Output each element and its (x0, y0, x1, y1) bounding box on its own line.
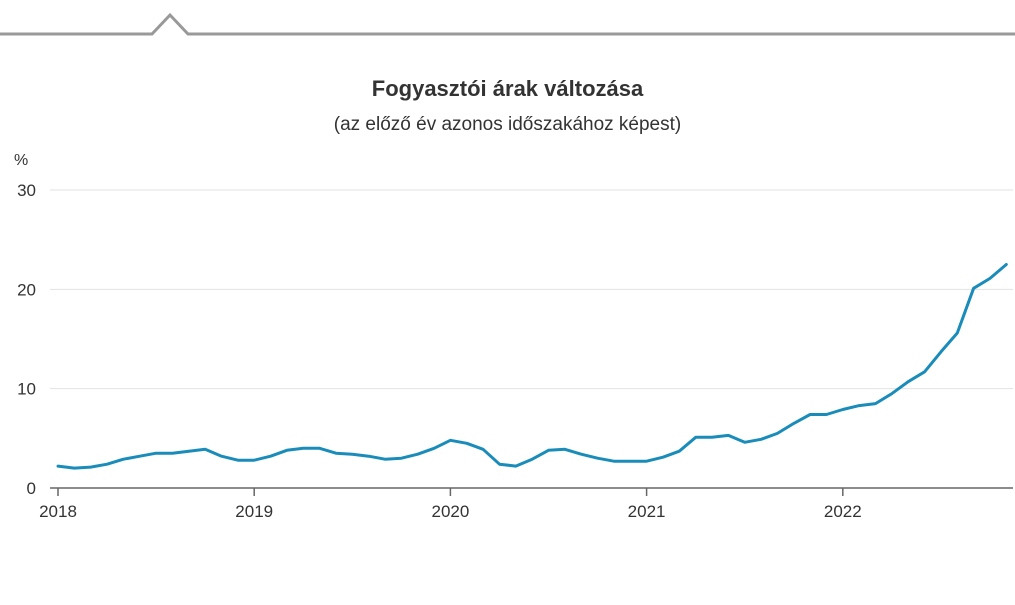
y-tick-label: 10 (17, 380, 36, 399)
inflation-series-line (56, 263, 1008, 470)
x-tick-label: 2022 (824, 502, 862, 521)
chart-title: Fogyasztói árak változása (371, 76, 644, 101)
x-tick-label: 2019 (235, 502, 273, 521)
y-tick-label: 30 (17, 181, 36, 200)
y-tick-label: 0 (27, 479, 36, 498)
x-tick-label: 2021 (628, 502, 666, 521)
x-tick-label: 2018 (39, 502, 77, 521)
y-axis-unit-label: % (14, 152, 29, 169)
top-divider (0, 12, 1015, 36)
x-tick-label: 2020 (431, 502, 469, 521)
chart-subtitle: (az előző év azonos időszakához képest) (333, 114, 682, 135)
y-tick-label: 20 (17, 280, 36, 299)
